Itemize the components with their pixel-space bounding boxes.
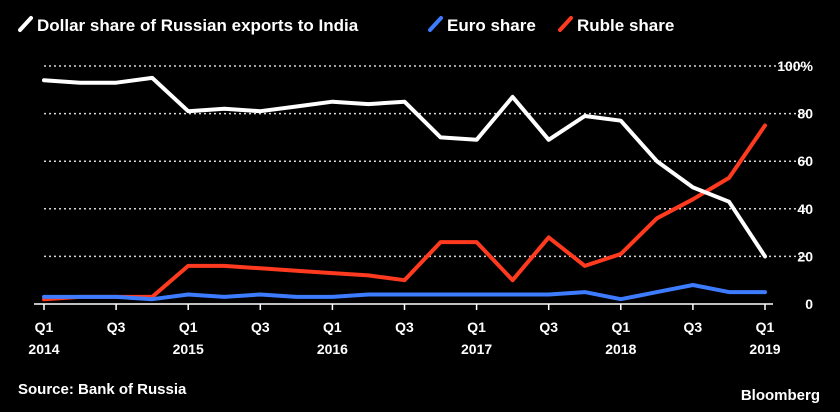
y-tick-label-80: 80: [797, 106, 813, 122]
y-tick-label-40: 40: [797, 201, 813, 217]
x-tick-label: Q1: [35, 319, 54, 335]
series-group: [42, 75, 767, 302]
series-line-0: [42, 75, 767, 259]
gridlines: [44, 65, 808, 258]
x-tick-year-label: 2015: [173, 341, 204, 357]
x-tick-year-label: 2018: [605, 341, 636, 357]
legend-swatch-0: [18, 16, 33, 32]
x-tick-label: Q1: [756, 319, 775, 335]
x-tick-label: Q3: [251, 319, 270, 335]
legend-label-2: Ruble share: [577, 16, 674, 35]
x-tick-label: Q3: [684, 319, 703, 335]
legend-swatch-2: [558, 16, 573, 32]
y-tick-label-0: 0: [805, 296, 813, 312]
x-tick-label: Q1: [467, 319, 486, 335]
source-note: Source: Bank of Russia: [18, 381, 187, 398]
x-tick-label: Q1: [179, 319, 198, 335]
x-tick-label: Q3: [107, 319, 126, 335]
series-line-2: [42, 123, 767, 302]
series-line-1: [42, 283, 767, 302]
legend-swatch-1: [428, 16, 443, 32]
legend: Dollar share of Russian exports to India…: [18, 16, 674, 35]
x-tick-label: Q1: [323, 319, 342, 335]
x-tick-label: Q3: [395, 319, 414, 335]
brand-logo: Bloomberg: [741, 387, 820, 404]
x-tick-label: Q1: [611, 319, 630, 335]
x-tick-year-label: 2017: [461, 341, 492, 357]
y-tick-label-100: 100%: [777, 58, 813, 74]
x-axis: Q1 2014 Q3 Q1 2015 Q3 Q1 2016 Q3 Q1 2017 Q3 Q1 2018 Q3…: [28, 303, 781, 357]
x-tick-year-label: 2019: [749, 341, 780, 357]
y-tick-label-60: 60: [797, 153, 813, 169]
y-axis: 0 20 40 60 80 100%: [777, 58, 813, 312]
legend-label-1: Euro share: [447, 16, 536, 35]
y-tick-label-20: 20: [797, 248, 813, 264]
x-tick-label: Q3: [539, 319, 558, 335]
x-tick-year-label: 2014: [28, 341, 59, 357]
legend-label-0: Dollar share of Russian exports to India: [37, 16, 359, 35]
x-tick-year-label: 2016: [317, 341, 348, 357]
